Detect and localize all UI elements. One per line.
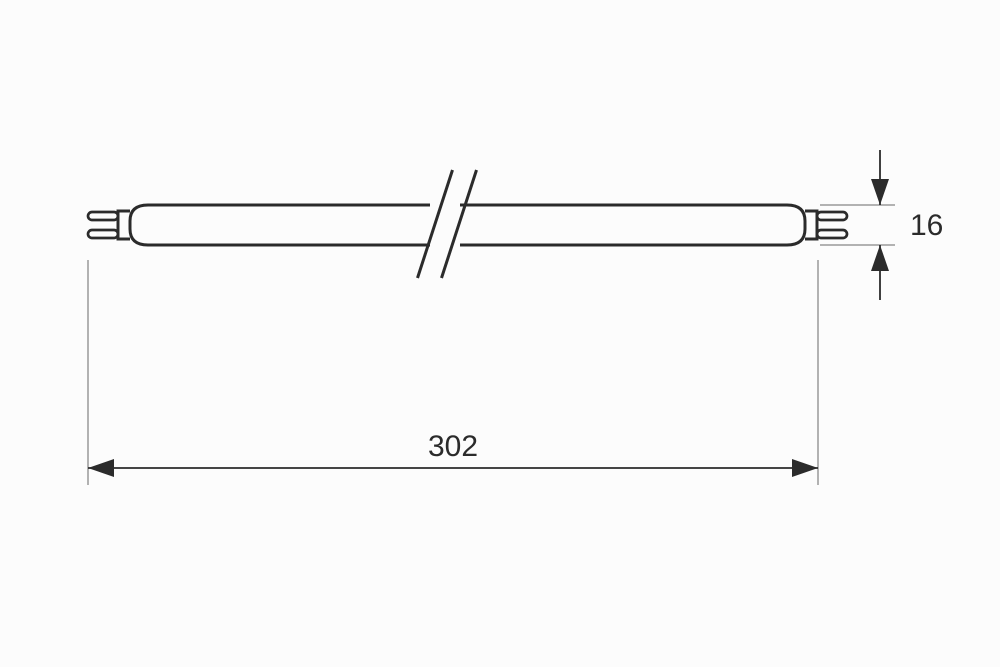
technical-drawing: 302 16 (0, 0, 1000, 667)
right-end-cap (805, 211, 817, 239)
left-end-cap (118, 211, 130, 239)
diameter-arrow-top (871, 179, 889, 205)
diameter-arrow-bottom (871, 245, 889, 271)
tube-body-left (130, 205, 430, 245)
length-dimension-value: 302 (428, 430, 478, 463)
left-pin (88, 230, 118, 238)
length-arrow-right (792, 459, 818, 477)
tube-body-right (460, 205, 805, 245)
length-arrow-left (88, 459, 114, 477)
right-pin (817, 230, 847, 238)
right-pin (817, 212, 847, 220)
diameter-dimension-value: 16 (910, 209, 943, 242)
left-pin (88, 212, 118, 220)
